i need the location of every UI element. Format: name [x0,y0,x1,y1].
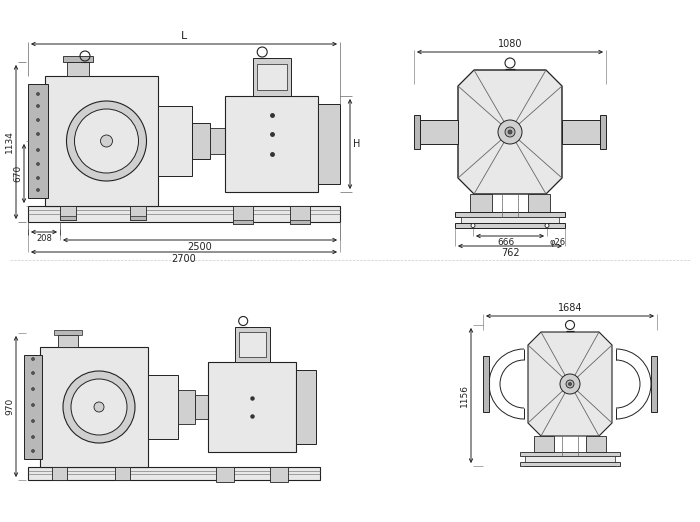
Bar [233,220,253,224]
Bar [239,332,265,357]
Bar [290,220,310,224]
Bar [528,194,550,212]
Circle shape [32,449,34,453]
Text: 1080: 1080 [498,39,522,49]
Text: H: H [353,139,360,149]
Bar [28,467,320,480]
Text: 2700: 2700 [172,254,197,264]
Circle shape [32,358,34,361]
Bar [233,206,253,224]
Bar [420,120,458,144]
Circle shape [36,92,39,96]
Bar [130,206,146,220]
Bar [178,390,195,424]
Bar [470,194,492,212]
Bar [192,123,210,159]
Bar [54,330,82,335]
Circle shape [36,176,39,180]
Bar [208,362,296,452]
Circle shape [36,118,39,122]
Bar [28,206,340,222]
Bar [63,56,93,62]
Circle shape [94,402,104,412]
Text: φ26: φ26 [550,238,566,247]
Bar [296,370,316,444]
Bar [455,212,565,217]
Text: 208: 208 [36,234,52,243]
Circle shape [63,371,135,443]
Bar [115,467,130,480]
Bar [525,456,615,466]
Circle shape [36,104,39,108]
Circle shape [36,133,39,136]
Circle shape [498,120,522,144]
Bar [651,356,657,412]
Bar [195,395,208,419]
Text: L: L [181,31,187,41]
Circle shape [566,380,574,388]
Bar [60,216,76,220]
Bar [130,216,146,220]
Circle shape [74,109,139,173]
Bar [461,217,559,228]
Bar [318,104,340,184]
Bar [562,120,600,144]
Circle shape [568,383,571,386]
Bar [520,452,620,456]
Circle shape [471,223,475,228]
Text: 1134: 1134 [5,130,14,153]
Circle shape [545,223,549,228]
Bar [58,335,78,347]
Bar [534,436,554,452]
Bar [52,467,67,480]
Circle shape [36,162,39,165]
Text: 1156: 1156 [460,384,469,407]
Bar [67,62,89,76]
Circle shape [36,188,39,192]
Bar [455,223,565,228]
Circle shape [32,420,34,422]
Bar [24,355,42,459]
Circle shape [71,379,127,435]
Bar [270,467,288,482]
Circle shape [32,435,34,438]
Text: 762: 762 [500,248,519,258]
Circle shape [505,127,515,137]
Circle shape [32,372,34,374]
Bar [158,106,192,176]
Bar [210,128,225,154]
Bar [234,327,270,362]
Circle shape [101,135,113,147]
Bar [216,467,234,482]
Bar [586,436,606,452]
Text: 2500: 2500 [188,242,212,252]
Bar [253,58,290,96]
Bar [520,462,620,466]
Text: 1684: 1684 [558,303,582,313]
Text: 666: 666 [498,238,514,247]
Polygon shape [458,70,562,194]
Circle shape [36,148,39,151]
Circle shape [66,101,146,181]
Circle shape [508,130,512,134]
Bar [28,84,48,198]
Bar [225,96,318,192]
Bar [60,206,76,220]
Circle shape [32,404,34,407]
Bar [256,64,286,90]
Circle shape [560,374,580,394]
Bar [40,347,148,467]
Bar [148,375,178,439]
Bar [290,206,310,224]
Bar [600,115,606,149]
Bar [414,115,420,149]
Bar [483,356,489,412]
Text: 670: 670 [13,165,22,182]
Polygon shape [528,332,612,436]
Circle shape [32,387,34,390]
Bar [45,76,158,206]
Text: 970: 970 [5,398,14,415]
